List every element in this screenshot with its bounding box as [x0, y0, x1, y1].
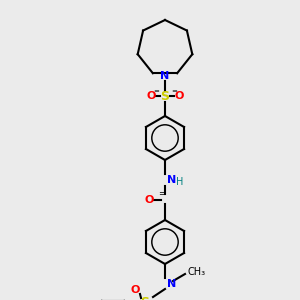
- Text: O: O: [130, 285, 140, 295]
- Text: O: O: [174, 91, 184, 101]
- Text: S: S: [160, 89, 169, 103]
- Text: =: =: [171, 88, 177, 94]
- Text: =: =: [153, 88, 159, 94]
- Text: =: =: [158, 189, 165, 198]
- Text: CH₃: CH₃: [187, 267, 205, 277]
- Text: N: N: [167, 279, 176, 289]
- Text: S: S: [140, 296, 149, 300]
- Text: N: N: [167, 175, 176, 185]
- Text: O: O: [144, 195, 154, 205]
- Text: O: O: [146, 91, 156, 101]
- Text: H: H: [176, 177, 183, 187]
- Text: N: N: [160, 71, 169, 81]
